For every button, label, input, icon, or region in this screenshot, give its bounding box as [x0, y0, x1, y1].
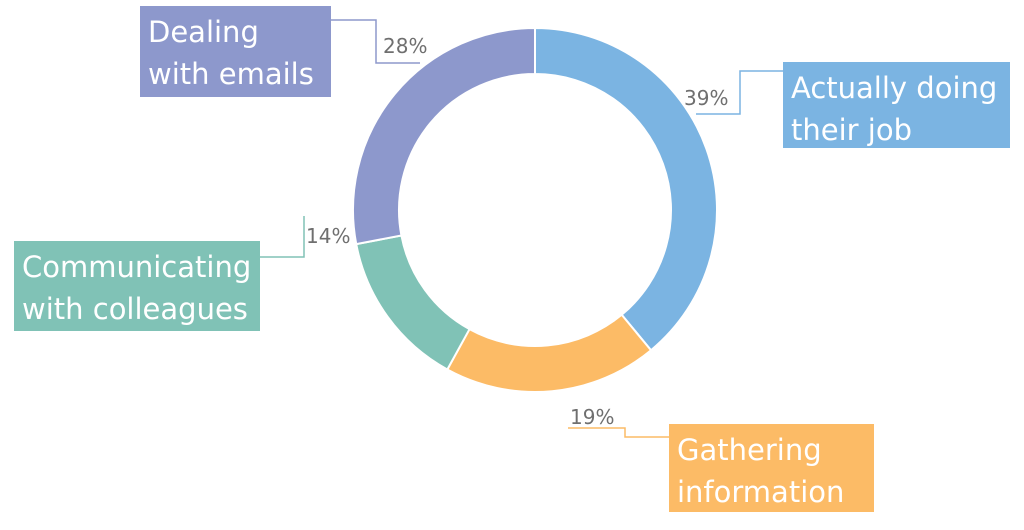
- slice-label-communicating-with-colleagues: Communicating with colleagues: [14, 241, 260, 331]
- slice-label-gathering-information: Gathering information: [669, 424, 874, 512]
- connector-line-gathering-information: [568, 427, 669, 438]
- slice-label-line: Actually doing: [791, 71, 998, 105]
- slice-label-actually-doing-their-job: Actually doing their job: [783, 62, 1010, 148]
- slice-value-label: 14%: [306, 224, 351, 248]
- slice-label-line: Gathering: [677, 433, 822, 467]
- connector-line-dealing-with-emails: [331, 19, 420, 64]
- slice-label-line: their job: [791, 113, 912, 147]
- donut-slice-dealing-with-emails: [352, 26, 536, 246]
- slice-label-line: with colleagues: [22, 292, 248, 326]
- slice-value-label: 28%: [383, 34, 428, 58]
- slice-label-line: with emails: [148, 57, 314, 91]
- donut-slice-actually-doing-their-job: [534, 26, 718, 352]
- donut-slices: [352, 26, 718, 393]
- slice-label-dealing-with-emails: Dealing with emails: [140, 6, 331, 97]
- slice-value-label: 39%: [684, 86, 729, 110]
- donut-slice-communicating-with-colleagues: [355, 234, 471, 371]
- connector-line-communicating-with-colleagues: [260, 216, 305, 258]
- slice-label-line: Dealing: [148, 15, 259, 49]
- slice-label-line: Communicating: [22, 250, 252, 284]
- slice-label-line: information: [677, 475, 845, 509]
- connector-line-actually-doing-their-job: [696, 70, 783, 115]
- slice-value-label: 19%: [570, 405, 615, 429]
- connector-lines: [260, 19, 783, 438]
- donut-slice-gathering-information: [445, 313, 653, 393]
